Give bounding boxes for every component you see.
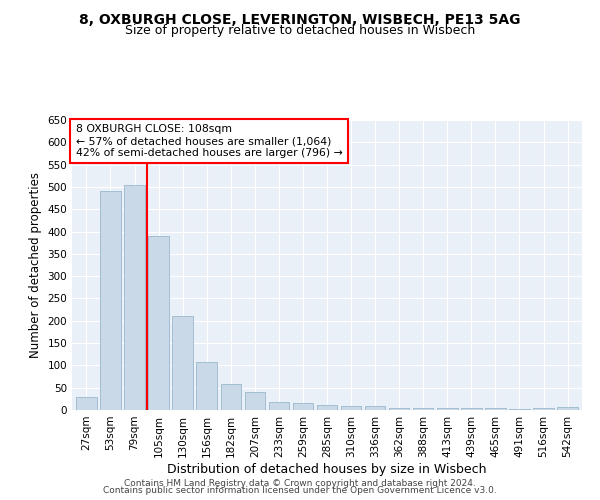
- Bar: [100, 192, 121, 410]
- Bar: [437, 408, 458, 410]
- Bar: [533, 408, 554, 410]
- Bar: [221, 384, 241, 410]
- Bar: [365, 406, 385, 410]
- Text: Contains HM Land Registry data © Crown copyright and database right 2024.: Contains HM Land Registry data © Crown c…: [124, 478, 476, 488]
- Bar: [461, 408, 482, 410]
- X-axis label: Distribution of detached houses by size in Wisbech: Distribution of detached houses by size …: [167, 462, 487, 475]
- Bar: [245, 392, 265, 410]
- Bar: [341, 406, 361, 410]
- Bar: [557, 408, 578, 410]
- Text: Size of property relative to detached houses in Wisbech: Size of property relative to detached ho…: [125, 24, 475, 37]
- Bar: [413, 408, 433, 410]
- Bar: [389, 408, 409, 410]
- Bar: [76, 396, 97, 410]
- Bar: [317, 404, 337, 410]
- Bar: [148, 236, 169, 410]
- Text: 8, OXBURGH CLOSE, LEVERINGTON, WISBECH, PE13 5AG: 8, OXBURGH CLOSE, LEVERINGTON, WISBECH, …: [79, 12, 521, 26]
- Bar: [293, 404, 313, 410]
- Bar: [269, 402, 289, 410]
- Y-axis label: Number of detached properties: Number of detached properties: [29, 172, 42, 358]
- Bar: [196, 362, 217, 410]
- Text: Contains public sector information licensed under the Open Government Licence v3: Contains public sector information licen…: [103, 486, 497, 495]
- Bar: [509, 408, 530, 410]
- Bar: [124, 184, 145, 410]
- Text: 8 OXBURGH CLOSE: 108sqm
← 57% of detached houses are smaller (1,064)
42% of semi: 8 OXBURGH CLOSE: 108sqm ← 57% of detache…: [76, 124, 343, 158]
- Bar: [172, 316, 193, 410]
- Bar: [485, 408, 506, 410]
